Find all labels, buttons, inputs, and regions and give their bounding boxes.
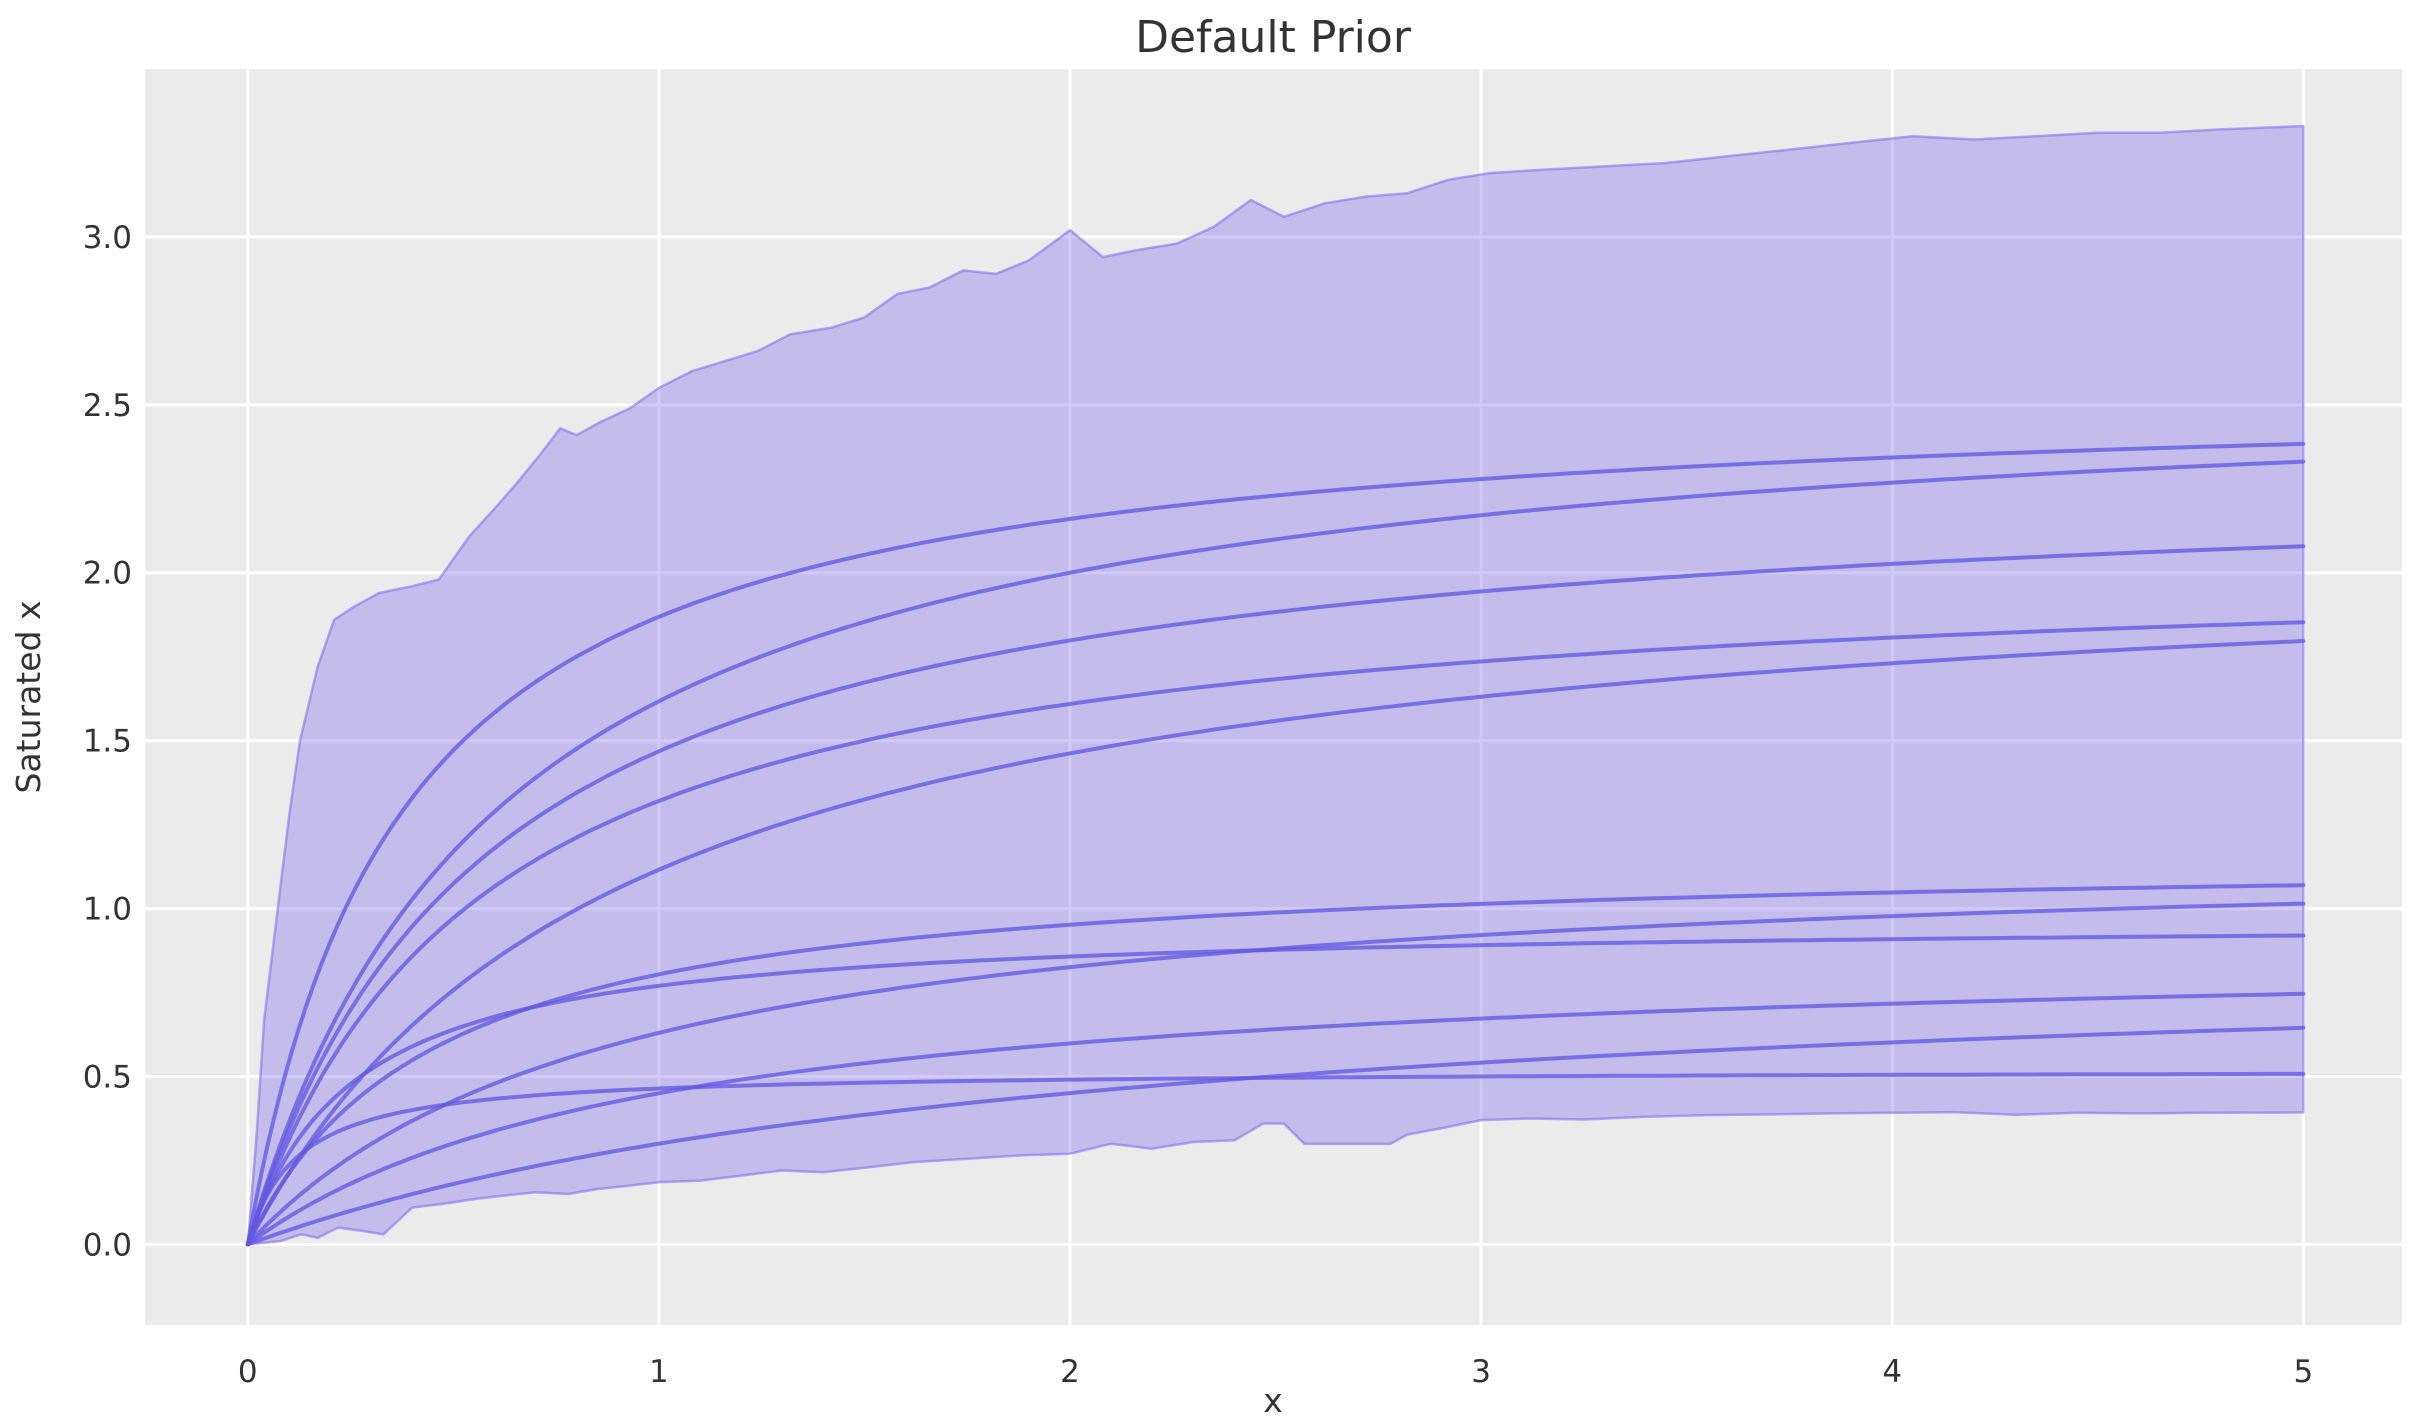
- y-tick-label: 1.0: [83, 892, 132, 928]
- y-tick-label: 2.5: [83, 388, 132, 424]
- x-tick-label: 5: [2293, 1354, 2313, 1390]
- prior-envelope-band: [246, 124, 2305, 1246]
- x-tick-label: 1: [649, 1354, 669, 1390]
- curve-sample-9: [245, 991, 2306, 1247]
- gridlines: [145, 69, 2402, 1325]
- chart-title: Default Prior: [1135, 12, 1412, 63]
- curve-sample-4: [245, 620, 2306, 1247]
- curve-sample-6: [245, 883, 2306, 1247]
- curve-sample-7: [245, 901, 2306, 1247]
- curve-sample-2: [245, 459, 2306, 1247]
- y-axis-label: Saturated x: [9, 600, 48, 793]
- x-tick-label: 4: [1882, 1354, 1902, 1390]
- x-axis-label: x: [1263, 1381, 1283, 1420]
- curve-sample-3: [245, 544, 2306, 1247]
- y-tick-label: 0.5: [83, 1059, 132, 1095]
- x-tick-labels: 0 1 2 3 4 5: [238, 1354, 2313, 1390]
- y-tick-label: 0.0: [83, 1227, 132, 1263]
- curve-sample-1: [245, 441, 2306, 1247]
- x-tick-label: 2: [1060, 1354, 1080, 1390]
- y-tick-label: 1.5: [83, 724, 132, 760]
- uncertainty-band: [246, 124, 2305, 1246]
- curve-sample-5: [245, 639, 2306, 1247]
- x-tick-label: 3: [1471, 1354, 1491, 1390]
- y-tick-label: 2.0: [83, 556, 132, 592]
- x-tick-label: 0: [238, 1354, 258, 1390]
- y-tick-label: 3.0: [83, 220, 132, 256]
- y-tick-labels: 0.0 0.5 1.0 1.5 2.0 2.5 3.0: [83, 220, 132, 1263]
- curve-sample-8: [245, 933, 2306, 1247]
- curve-sample-10: [245, 1071, 2306, 1247]
- curve-sample-11: [245, 1025, 2306, 1247]
- sample-curves: [245, 441, 2306, 1247]
